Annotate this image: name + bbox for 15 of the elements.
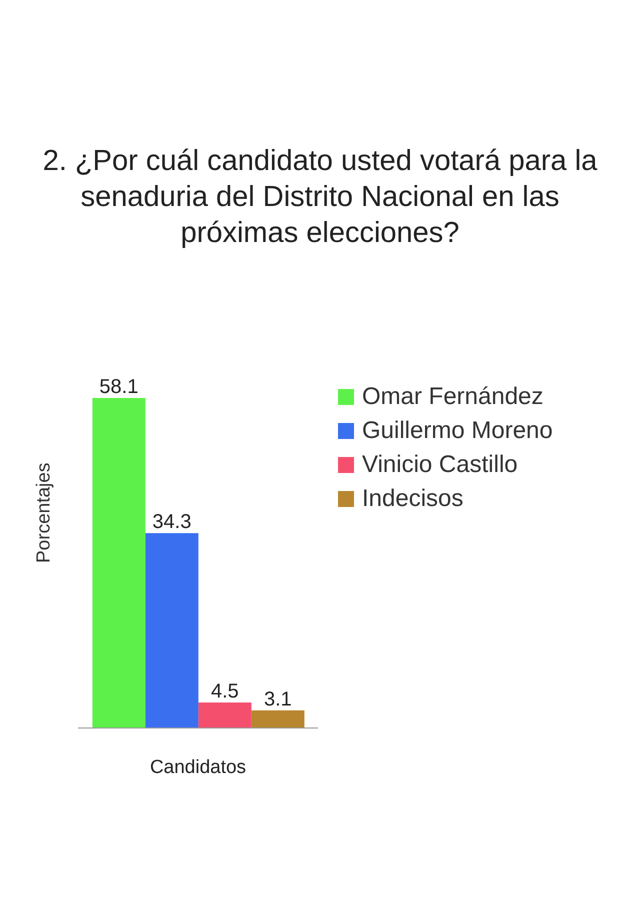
- legend-label: Vinicio Castillo: [362, 450, 518, 480]
- data-label: 34.3: [152, 511, 192, 534]
- legend-label: Indecisos: [362, 484, 464, 514]
- y-axis-title: Porcentajes: [34, 462, 55, 563]
- x-axis-title: Candidatos: [150, 757, 246, 778]
- data-label: 4.5: [210, 680, 239, 702]
- bar: [145, 533, 198, 728]
- legend-label: Guillermo Moreno: [362, 416, 553, 446]
- bar: [92, 398, 146, 728]
- data-label: 58.1: [99, 376, 138, 398]
- bar: [251, 710, 304, 728]
- chart-title: 2. ¿Por cuál candidato usted votará para la senaduria del Distrito Nacional en las próximas elecciones?: [42, 144, 598, 251]
- legend-label: Omar Fernández: [362, 382, 544, 412]
- bar: [198, 702, 252, 728]
- data-label: 3.1: [264, 688, 292, 710]
